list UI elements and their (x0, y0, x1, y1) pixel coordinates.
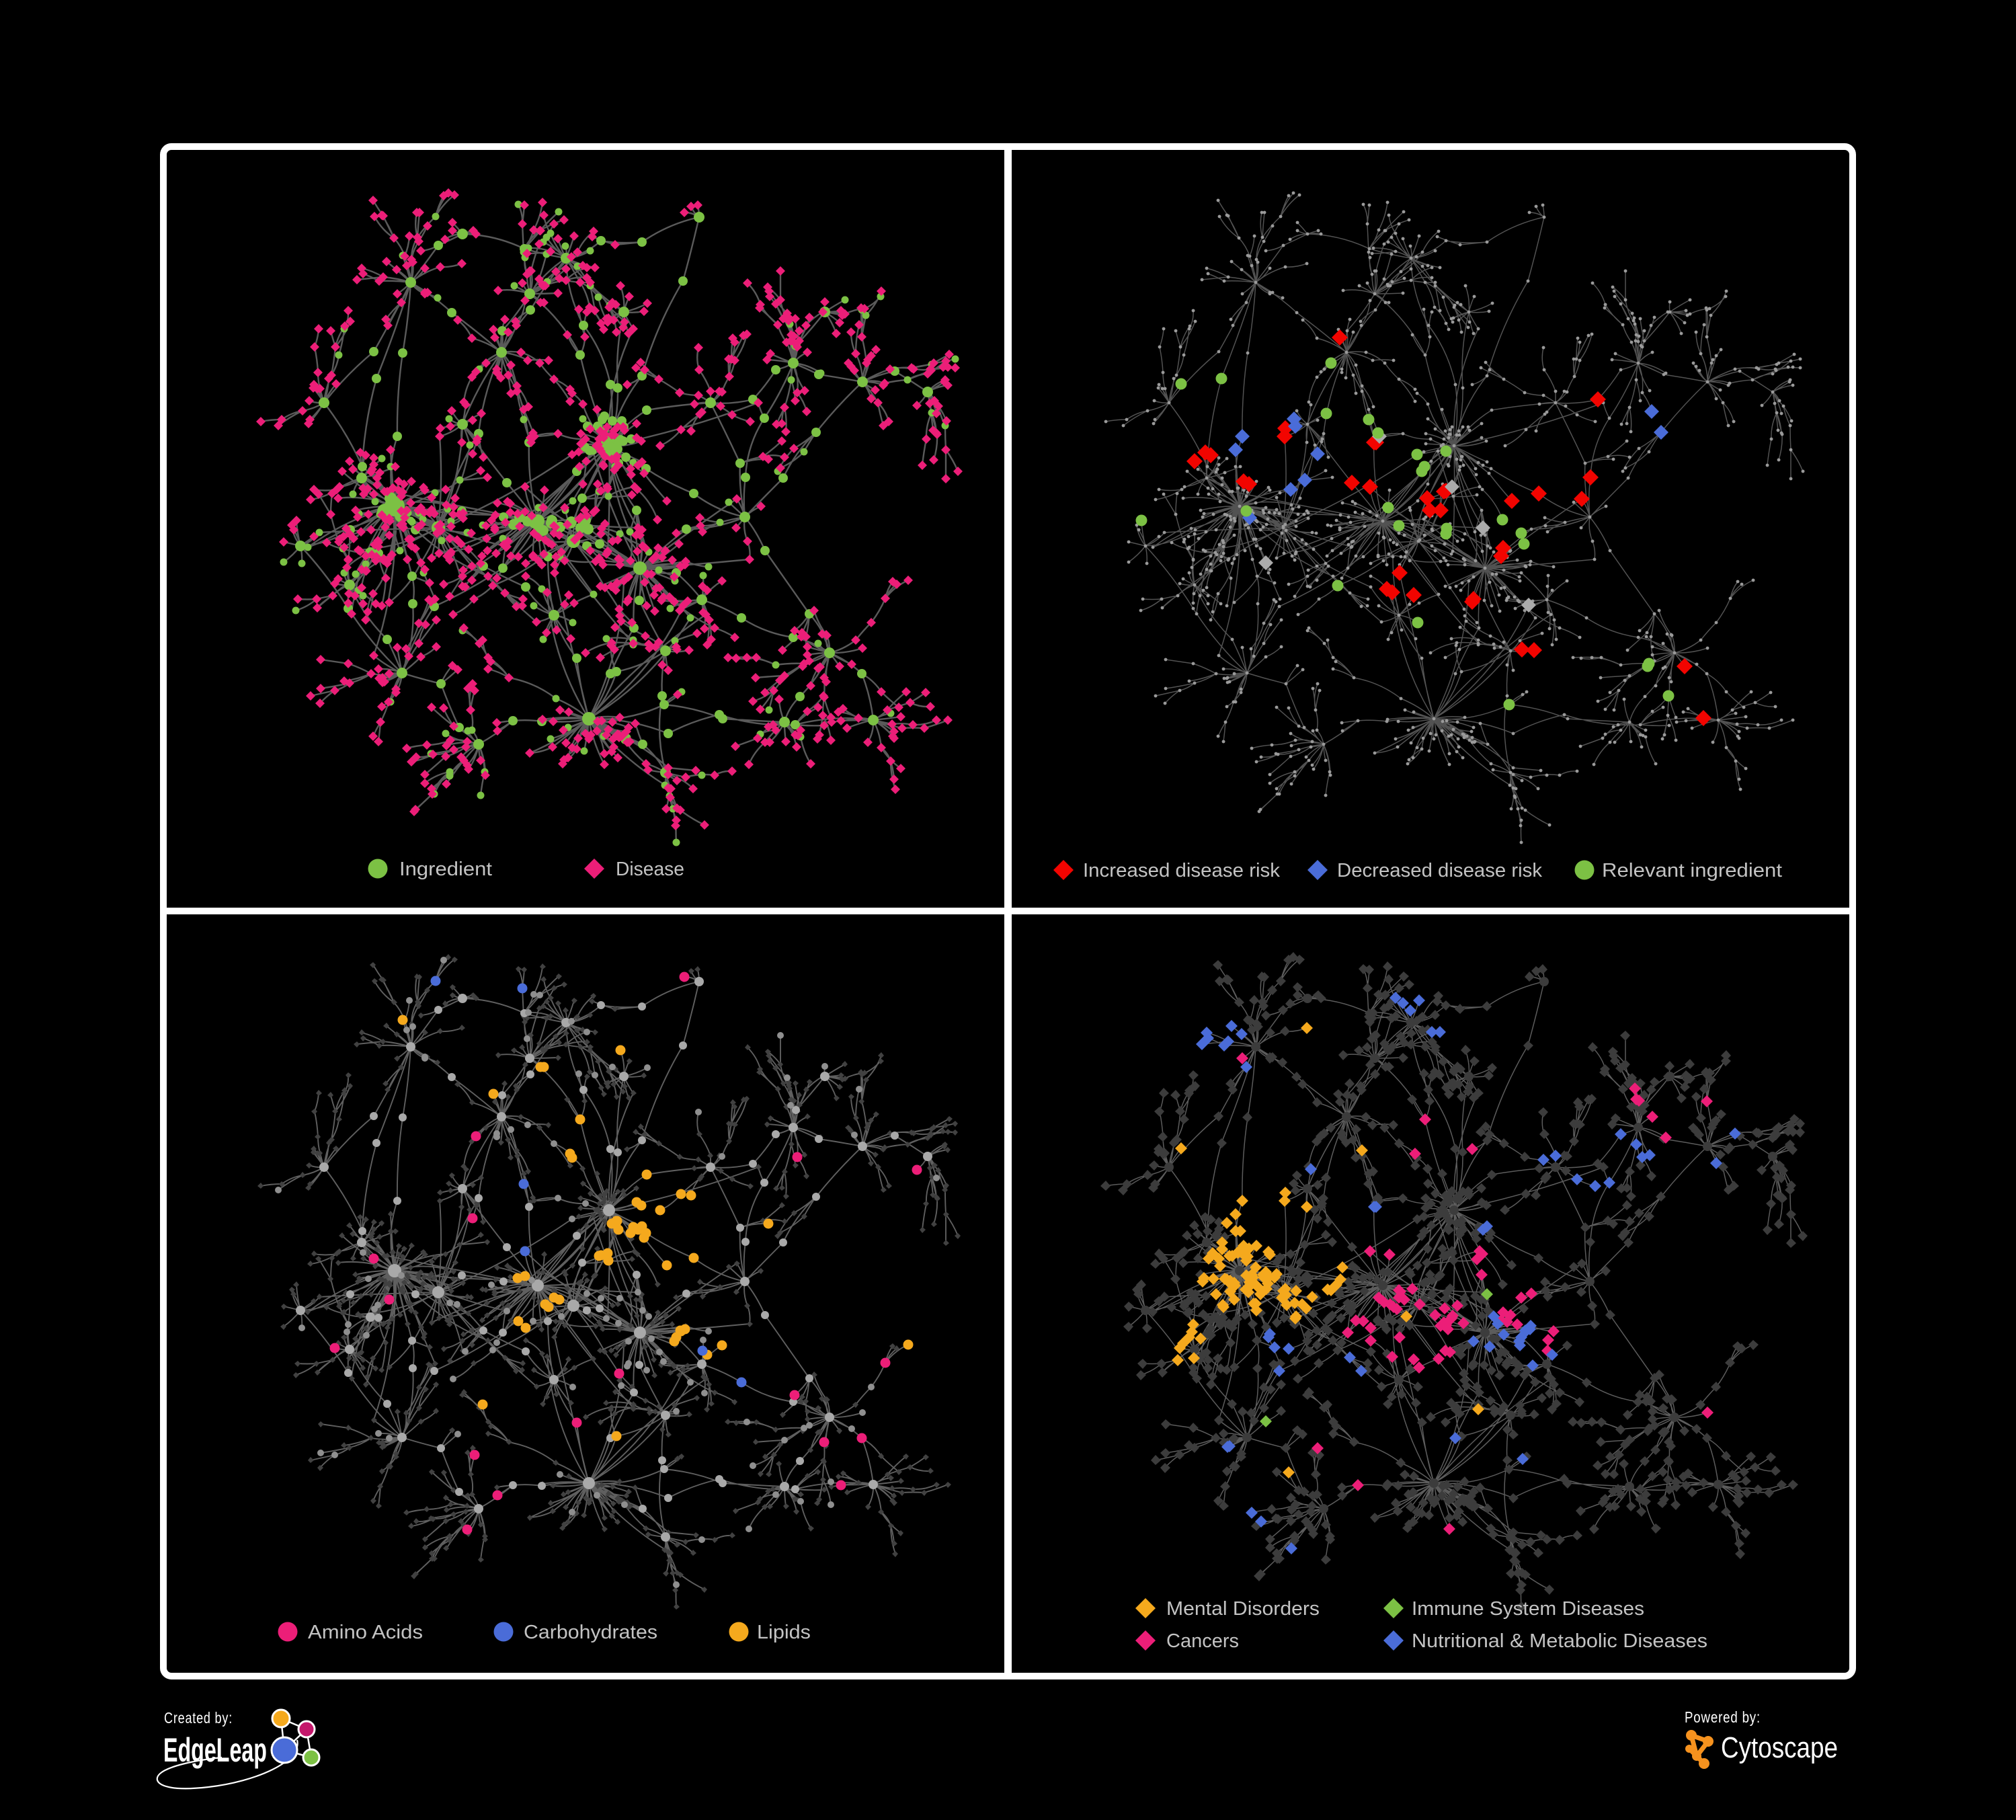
svg-text:Nutritional & Metabolic Diseas: Nutritional & Metabolic Diseases (1412, 1630, 1707, 1652)
svg-text:Created by:: Created by: (164, 1709, 233, 1727)
svg-text:Immune System Diseases: Immune System Diseases (1412, 1598, 1644, 1620)
svg-text:Cancers: Cancers (1166, 1630, 1239, 1652)
svg-text:Decreased disease risk: Decreased disease risk (1337, 860, 1542, 881)
svg-text:Relevant ingredient: Relevant ingredient (1602, 860, 1782, 881)
svg-text:Lipids: Lipids (757, 1622, 811, 1643)
svg-text:Ingredient: Ingredient (399, 859, 492, 880)
svg-text:Disease: Disease (616, 859, 684, 880)
svg-text:EdgeLeap: EdgeLeap (163, 1731, 267, 1769)
svg-text:Cytoscape: Cytoscape (1721, 1731, 1838, 1764)
svg-text:Amino Acids: Amino Acids (308, 1622, 423, 1643)
svg-text:Mental Disorders: Mental Disorders (1166, 1598, 1320, 1620)
svg-text:Powered by:: Powered by: (1685, 1708, 1761, 1726)
svg-text:Carbohydrates: Carbohydrates (524, 1622, 657, 1643)
svg-text:Increased disease risk: Increased disease risk (1083, 860, 1281, 881)
